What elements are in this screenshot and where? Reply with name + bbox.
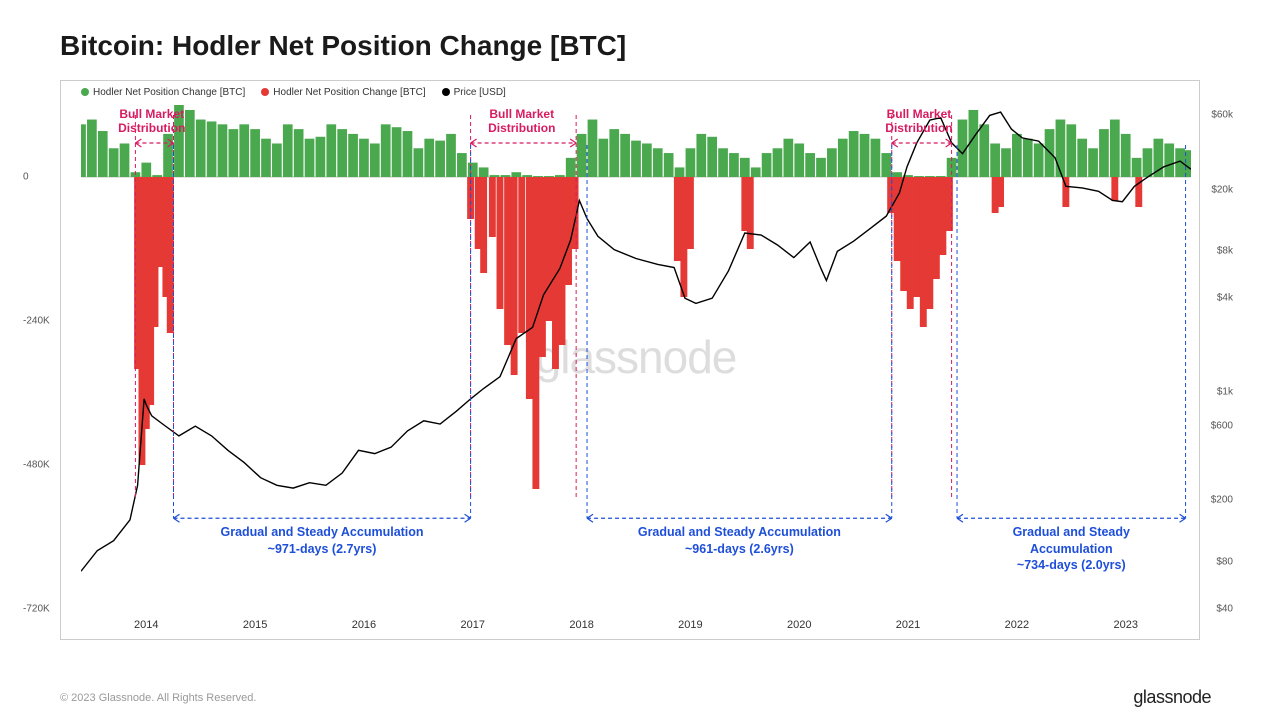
- y-right-tick: $200: [1211, 495, 1233, 506]
- y-left-tick: -240K: [23, 316, 50, 327]
- y-left-tick: 0: [23, 172, 29, 183]
- y-right-tick: $600: [1211, 421, 1233, 432]
- y-right-tick: $40: [1216, 604, 1233, 615]
- accumulation-label: Gradual and Steady Accumulation~971-days…: [221, 524, 424, 557]
- bull-market-label: Bull MarketDistribution: [885, 107, 952, 136]
- legend-price: Price [USD]: [454, 87, 506, 98]
- accumulation-label: Gradual and Steady Accumulation~961-days…: [638, 524, 841, 557]
- x-tick: 2019: [678, 619, 702, 631]
- x-tick: 2016: [352, 619, 376, 631]
- y-right-tick: $4k: [1217, 293, 1233, 304]
- x-tick: 2015: [243, 619, 267, 631]
- legend: Hodler Net Position Change [BTC] Hodler …: [81, 87, 506, 98]
- x-tick: 2023: [1113, 619, 1137, 631]
- x-tick: 2022: [1005, 619, 1029, 631]
- y-left-tick: -480K: [23, 460, 50, 471]
- y-right-tick: $80: [1216, 557, 1233, 568]
- chart-container: Hodler Net Position Change [BTC] Hodler …: [60, 80, 1200, 640]
- y-left-tick: -720K: [23, 604, 50, 615]
- x-tick: 2017: [461, 619, 485, 631]
- y-right-tick: $8k: [1217, 246, 1233, 257]
- x-tick: 2014: [134, 619, 158, 631]
- bull-market-label: Bull MarketDistribution: [488, 107, 555, 136]
- y-right-tick: $60k: [1211, 110, 1233, 121]
- y-right-tick: $1k: [1217, 386, 1233, 397]
- legend-pos: Hodler Net Position Change [BTC]: [93, 87, 245, 98]
- x-tick: 2018: [569, 619, 593, 631]
- bull-market-label: Bull MarketDistribution: [118, 107, 185, 136]
- copyright-text: © 2023 Glassnode. All Rights Reserved.: [60, 692, 256, 704]
- legend-neg: Hodler Net Position Change [BTC]: [273, 87, 425, 98]
- x-tick: 2021: [896, 619, 920, 631]
- chart-title: Bitcoin: Hodler Net Position Change [BTC…: [60, 30, 1211, 62]
- y-right-tick: $20k: [1211, 184, 1233, 195]
- accumulation-label: Gradual and Steady Accumulation~734-days…: [1011, 524, 1131, 573]
- x-tick: 2020: [787, 619, 811, 631]
- plot-area: glassnode Bull MarketDistributionBull Ma…: [81, 105, 1191, 609]
- brand-logo: glassnode: [1133, 687, 1211, 708]
